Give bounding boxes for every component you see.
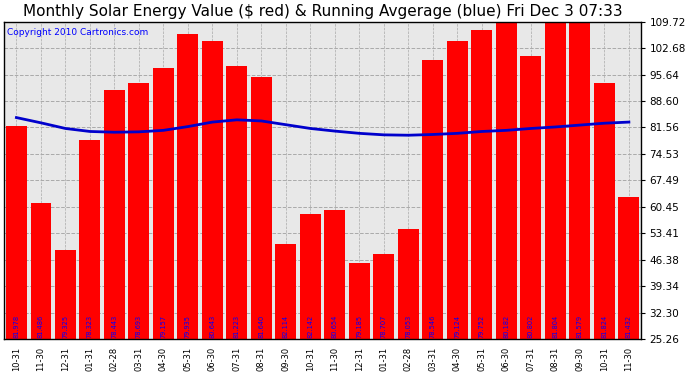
Text: 79.325: 79.325 — [62, 315, 68, 338]
Bar — [496, 22, 517, 339]
Bar — [447, 41, 468, 339]
Text: 81.579: 81.579 — [577, 315, 583, 338]
Bar — [349, 263, 370, 339]
Bar — [275, 244, 296, 339]
Bar — [594, 82, 615, 339]
Bar — [153, 68, 174, 339]
Bar — [569, 22, 590, 339]
Text: 81.824: 81.824 — [602, 315, 607, 338]
Bar — [251, 77, 272, 339]
Text: 78.546: 78.546 — [430, 315, 436, 338]
Bar — [471, 30, 492, 339]
Text: 78.443: 78.443 — [111, 315, 117, 338]
Text: 80.182: 80.182 — [504, 315, 509, 338]
Bar — [520, 56, 541, 339]
Text: 78.053: 78.053 — [406, 315, 411, 338]
Bar — [6, 126, 27, 339]
Bar — [545, 22, 566, 339]
Text: 80.643: 80.643 — [209, 315, 215, 338]
Text: Copyright 2010 Cartronics.com: Copyright 2010 Cartronics.com — [8, 28, 148, 37]
Bar — [422, 60, 443, 339]
Text: 78.707: 78.707 — [381, 315, 387, 338]
Bar — [104, 90, 125, 339]
Text: 79.124: 79.124 — [455, 315, 460, 338]
Bar — [324, 210, 345, 339]
Bar — [373, 254, 394, 339]
Text: 81.432: 81.432 — [626, 315, 632, 338]
Bar — [177, 34, 198, 339]
Bar — [128, 82, 149, 339]
Text: 81.640: 81.640 — [258, 315, 264, 338]
Title: Monthly Solar Energy Value ($ red) & Running Avgerage (blue) Fri Dec 3 07:33: Monthly Solar Energy Value ($ red) & Run… — [23, 4, 622, 19]
Bar — [226, 66, 247, 339]
Text: 81.223: 81.223 — [234, 315, 240, 338]
Text: 79.157: 79.157 — [160, 315, 166, 338]
Text: 81.486: 81.486 — [38, 315, 44, 338]
Bar — [55, 250, 76, 339]
Bar — [79, 140, 100, 339]
Bar — [30, 203, 51, 339]
Text: 80.654: 80.654 — [332, 315, 338, 338]
Bar — [202, 41, 223, 339]
Text: 80.802: 80.802 — [528, 315, 534, 338]
Text: 79.185: 79.185 — [357, 315, 362, 338]
Text: 81.978: 81.978 — [13, 315, 19, 338]
Text: 79.752: 79.752 — [479, 315, 485, 338]
Text: 78.323: 78.323 — [87, 315, 93, 338]
Text: 78.693: 78.693 — [136, 315, 142, 338]
Text: 82.142: 82.142 — [308, 315, 313, 338]
Text: 82.114: 82.114 — [283, 315, 289, 338]
Text: 79.935: 79.935 — [185, 315, 191, 338]
Bar — [618, 197, 640, 339]
Text: 81.804: 81.804 — [553, 315, 558, 338]
Bar — [398, 229, 419, 339]
Bar — [300, 214, 321, 339]
